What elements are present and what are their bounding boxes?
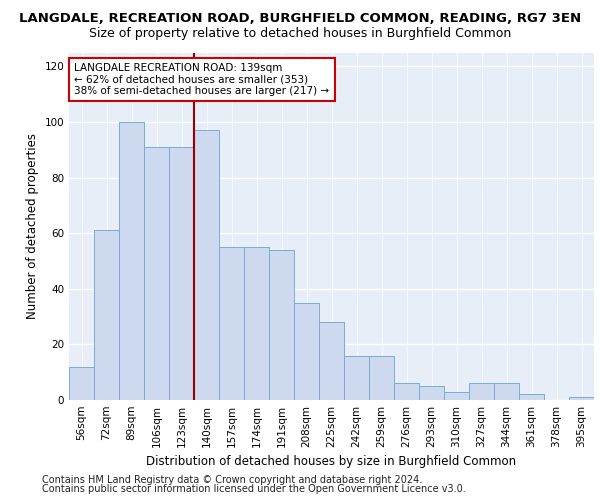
Text: Contains HM Land Registry data © Crown copyright and database right 2024.: Contains HM Land Registry data © Crown c… — [42, 475, 422, 485]
Bar — [369, 356, 394, 400]
Bar — [394, 384, 419, 400]
Bar — [344, 356, 369, 400]
Text: Size of property relative to detached houses in Burghfield Common: Size of property relative to detached ho… — [89, 28, 511, 40]
Bar — [69, 366, 94, 400]
Bar — [294, 302, 319, 400]
Bar — [194, 130, 219, 400]
Bar — [319, 322, 344, 400]
Bar — [144, 147, 169, 400]
Bar — [569, 397, 594, 400]
Bar — [494, 384, 519, 400]
Bar — [419, 386, 444, 400]
Bar — [469, 384, 494, 400]
Bar — [519, 394, 544, 400]
Text: Contains public sector information licensed under the Open Government Licence v3: Contains public sector information licen… — [42, 484, 466, 494]
Bar — [444, 392, 469, 400]
Bar — [94, 230, 119, 400]
Bar — [169, 147, 194, 400]
Bar — [244, 247, 269, 400]
Text: LANGDALE RECREATION ROAD: 139sqm
← 62% of detached houses are smaller (353)
38% : LANGDALE RECREATION ROAD: 139sqm ← 62% o… — [74, 63, 329, 96]
Bar — [119, 122, 144, 400]
Text: LANGDALE, RECREATION ROAD, BURGHFIELD COMMON, READING, RG7 3EN: LANGDALE, RECREATION ROAD, BURGHFIELD CO… — [19, 12, 581, 26]
Y-axis label: Number of detached properties: Number of detached properties — [26, 133, 39, 320]
Bar — [269, 250, 294, 400]
X-axis label: Distribution of detached houses by size in Burghfield Common: Distribution of detached houses by size … — [146, 456, 517, 468]
Bar — [219, 247, 244, 400]
